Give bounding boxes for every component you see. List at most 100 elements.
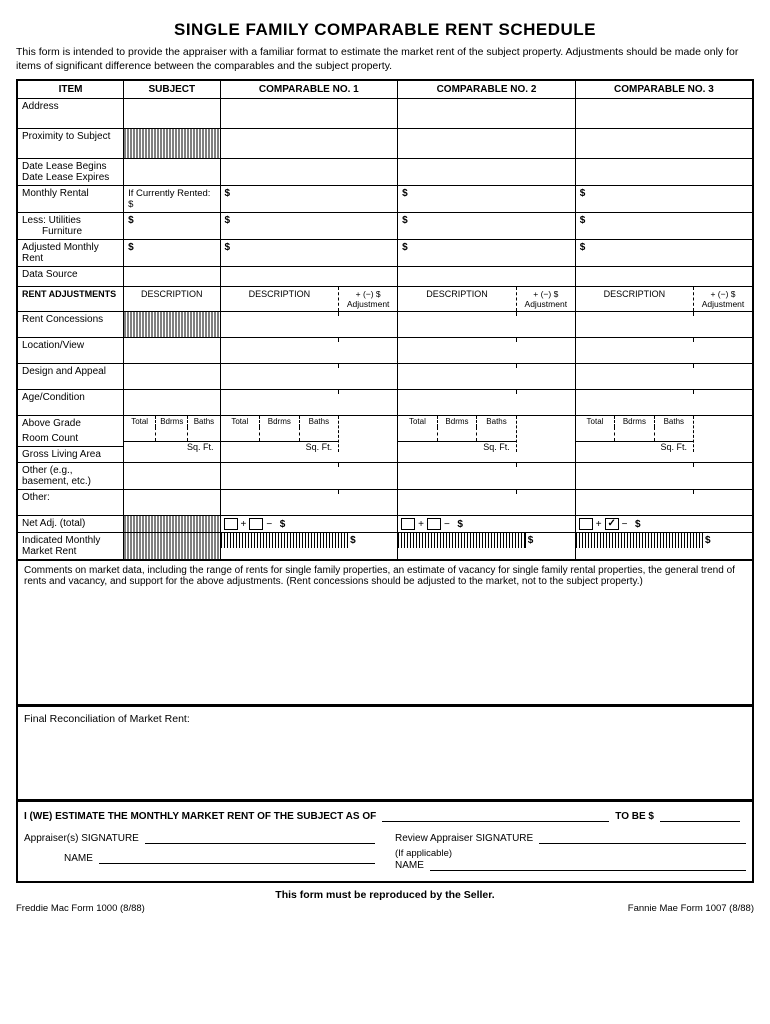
form-title: SINGLE FAMILY COMPARABLE RENT SCHEDULE xyxy=(16,20,754,40)
footer-note: This form must be reproduced by the Sell… xyxy=(16,889,754,901)
hatched-cell xyxy=(124,533,220,561)
row-concessions-label: Rent Concessions xyxy=(17,312,124,338)
cell[interactable] xyxy=(398,390,576,416)
cell[interactable] xyxy=(575,490,753,516)
fannie-form-id: Fannie Mae Form 1007 (8/88) xyxy=(628,903,754,914)
cell[interactable]: $ xyxy=(220,186,398,213)
header-desc-adj: DESCRIPTION+ (−) $ Adjustment xyxy=(220,287,398,312)
cell[interactable] xyxy=(575,159,753,186)
row-data-source-label: Data Source xyxy=(17,267,124,287)
estimate-label: I (WE) ESTIMATE THE MONTHLY MARKET RENT … xyxy=(24,811,376,822)
row-other-basement-label: Other (e.g., basement, etc.) xyxy=(17,463,124,490)
header-subject: SUBJECT xyxy=(124,80,220,99)
review-sig-label: Review Appraiser SIGNATURE xyxy=(395,833,533,844)
cell[interactable]: $ xyxy=(398,186,576,213)
cell-if-currently[interactable]: If Currently Rented: $ xyxy=(124,186,220,213)
header-comp3: COMPARABLE NO. 3 xyxy=(575,80,753,99)
cell[interactable] xyxy=(124,159,220,186)
cell-indicated[interactable]: $ xyxy=(575,533,753,561)
hatched-cell xyxy=(124,129,220,159)
if-applicable-label: (If applicable) xyxy=(395,848,746,859)
cell[interactable]: $ xyxy=(124,240,220,267)
cell-net-adj[interactable]: + − $ xyxy=(398,516,576,533)
appraiser-name-field[interactable] xyxy=(99,852,375,864)
name-label: NAME xyxy=(24,853,93,864)
cell[interactable] xyxy=(220,159,398,186)
row-less-util-label: Less: Utilities Furniture xyxy=(17,213,124,240)
cell[interactable]: $ xyxy=(220,240,398,267)
cell[interactable]: $ xyxy=(398,213,576,240)
cell[interactable] xyxy=(124,364,220,390)
row-monthly-rental-label: Monthly Rental xyxy=(17,186,124,213)
cell[interactable] xyxy=(575,364,753,390)
estimate-signature-section: I (WE) ESTIMATE THE MONTHLY MARKET RENT … xyxy=(16,801,754,883)
cell[interactable]: $ xyxy=(575,240,753,267)
cell[interactable] xyxy=(398,463,576,490)
cell[interactable] xyxy=(575,312,753,338)
cell[interactable] xyxy=(398,129,576,159)
cell[interactable] xyxy=(575,338,753,364)
row-lease-label: Date Lease Begins Date Lease Expires xyxy=(17,159,124,186)
estimate-date-field[interactable] xyxy=(382,810,609,822)
cell[interactable]: $ xyxy=(124,213,220,240)
cell[interactable]: $ xyxy=(575,213,753,240)
rent-schedule-table: ITEM SUBJECT COMPARABLE NO. 1 COMPARABLE… xyxy=(16,79,754,561)
cell[interactable] xyxy=(575,99,753,129)
cell[interactable] xyxy=(575,463,753,490)
cell-rooms[interactable]: TotalBdrmsBaths Sq. Ft. xyxy=(124,416,220,463)
header-desc-adj: DESCRIPTION+ (−) $ Adjustment xyxy=(575,287,753,312)
cell[interactable] xyxy=(124,267,220,287)
cell-net-adj[interactable]: + − $ xyxy=(220,516,398,533)
intro-text: This form is intended to provide the app… xyxy=(16,46,754,73)
header-desc-adj: DESCRIPTION+ (−) $ Adjustment xyxy=(398,287,576,312)
cell[interactable] xyxy=(124,99,220,129)
cell[interactable] xyxy=(220,390,398,416)
review-name-field[interactable] xyxy=(430,859,746,871)
cell[interactable] xyxy=(124,463,220,490)
cell[interactable] xyxy=(220,364,398,390)
cell[interactable] xyxy=(575,129,753,159)
cell[interactable] xyxy=(398,490,576,516)
cell[interactable] xyxy=(398,159,576,186)
hatched-cell xyxy=(124,516,220,533)
cell-rooms[interactable]: TotalBdrmsBaths Sq. Ft. xyxy=(398,416,576,463)
final-reconciliation-section[interactable]: Final Reconciliation of Market Rent: xyxy=(16,706,754,801)
cell[interactable] xyxy=(220,129,398,159)
cell[interactable] xyxy=(398,364,576,390)
cell[interactable]: $ xyxy=(398,240,576,267)
cell[interactable] xyxy=(220,490,398,516)
cell[interactable] xyxy=(124,390,220,416)
estimate-amount-field[interactable] xyxy=(660,810,740,822)
row-net-adj-label: Net Adj. (total) xyxy=(17,516,124,533)
cell[interactable] xyxy=(220,338,398,364)
hatched-cell xyxy=(124,312,220,338)
row-age-label: Age/Condition xyxy=(17,390,124,416)
cell[interactable] xyxy=(575,267,753,287)
cell[interactable]: $ xyxy=(575,186,753,213)
cell[interactable] xyxy=(220,267,398,287)
comments-section[interactable]: Comments on market data, including the r… xyxy=(16,561,754,706)
cell[interactable]: $ xyxy=(220,213,398,240)
cell[interactable] xyxy=(575,390,753,416)
row-proximity-label: Proximity to Subject xyxy=(17,129,124,159)
cell-rooms[interactable]: TotalBdrmsBaths Sq. Ft. xyxy=(220,416,398,463)
freddie-form-id: Freddie Mac Form 1000 (8/88) xyxy=(16,903,145,914)
cell[interactable] xyxy=(398,99,576,129)
cell[interactable] xyxy=(220,312,398,338)
cell[interactable] xyxy=(398,267,576,287)
cell[interactable] xyxy=(220,99,398,129)
cell[interactable] xyxy=(124,338,220,364)
row-location-label: Location/View xyxy=(17,338,124,364)
appraiser-sig-field[interactable] xyxy=(145,832,375,844)
cell[interactable] xyxy=(220,463,398,490)
review-sig-field[interactable] xyxy=(539,832,746,844)
cell[interactable] xyxy=(398,312,576,338)
to-be-label: TO BE $ xyxy=(615,811,654,822)
cell-net-adj[interactable]: + ✓− $ xyxy=(575,516,753,533)
name-label: NAME xyxy=(395,860,424,871)
cell[interactable] xyxy=(398,338,576,364)
cell[interactable] xyxy=(124,490,220,516)
cell-rooms[interactable]: TotalBdrmsBaths Sq. Ft. xyxy=(575,416,753,463)
cell-indicated[interactable]: $ xyxy=(220,533,398,561)
cell-indicated[interactable]: $ xyxy=(398,533,576,561)
